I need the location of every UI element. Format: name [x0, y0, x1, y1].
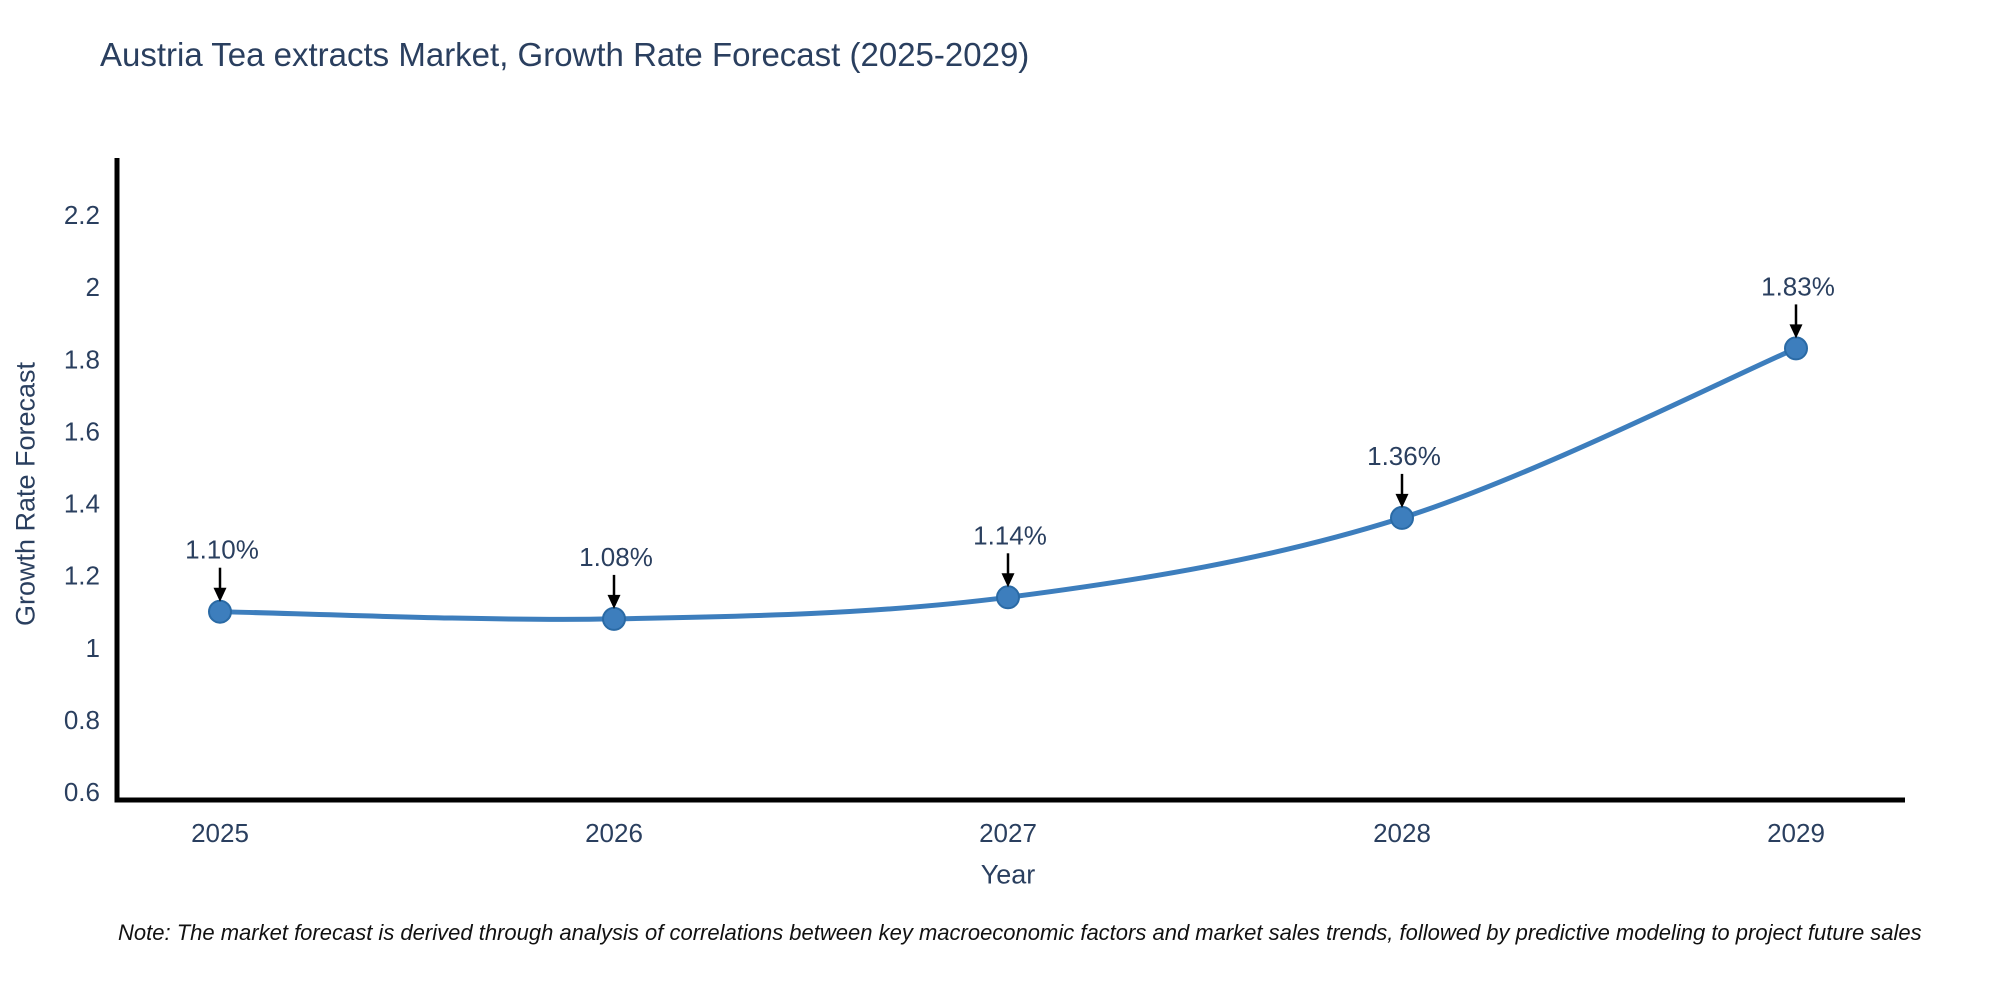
- y-tick-label: 0.8: [64, 705, 100, 735]
- point-label: 1.10%: [185, 535, 259, 565]
- data-point[interactable]: [602, 606, 626, 631]
- annotation-arrowhead-icon: [1395, 493, 1409, 508]
- annotation-arrowhead-icon: [1789, 324, 1803, 339]
- point-label: 1.08%: [579, 542, 653, 572]
- point-label: 1.36%: [1367, 441, 1441, 471]
- annotation-arrowhead-icon: [213, 587, 227, 602]
- point-label: 1.14%: [973, 520, 1047, 550]
- x-tick-label: 2029: [1767, 818, 1825, 848]
- y-tick-label: 1.4: [64, 489, 100, 519]
- x-axis-title: Year: [980, 859, 1036, 890]
- data-point[interactable]: [996, 585, 1020, 610]
- y-tick-label: 1.8: [64, 344, 100, 374]
- x-tick-label: 2027: [979, 818, 1037, 848]
- x-tick-label: 2025: [191, 818, 249, 848]
- data-point[interactable]: [1390, 505, 1414, 530]
- data-point[interactable]: [208, 599, 232, 624]
- x-tick-label: 2028: [1373, 818, 1431, 848]
- y-tick-label: 2.2: [64, 200, 100, 230]
- y-tick-label: 1.6: [64, 416, 100, 446]
- y-tick-label: 0.6: [64, 777, 100, 807]
- annotation-arrowhead-icon: [607, 594, 621, 609]
- footnote: Note: The market forecast is derived thr…: [118, 920, 1922, 945]
- annotation-arrowhead-icon: [1001, 573, 1015, 588]
- y-tick-label: 1: [86, 633, 100, 663]
- point-label: 1.83%: [1761, 271, 1835, 301]
- x-tick-label: 2026: [585, 818, 643, 848]
- data-point[interactable]: [1784, 336, 1808, 361]
- y-tick-label: 2: [86, 272, 100, 302]
- y-tick-label: 1.2: [64, 561, 100, 591]
- chart-title: Austria Tea extracts Market, Growth Rate…: [100, 36, 1030, 73]
